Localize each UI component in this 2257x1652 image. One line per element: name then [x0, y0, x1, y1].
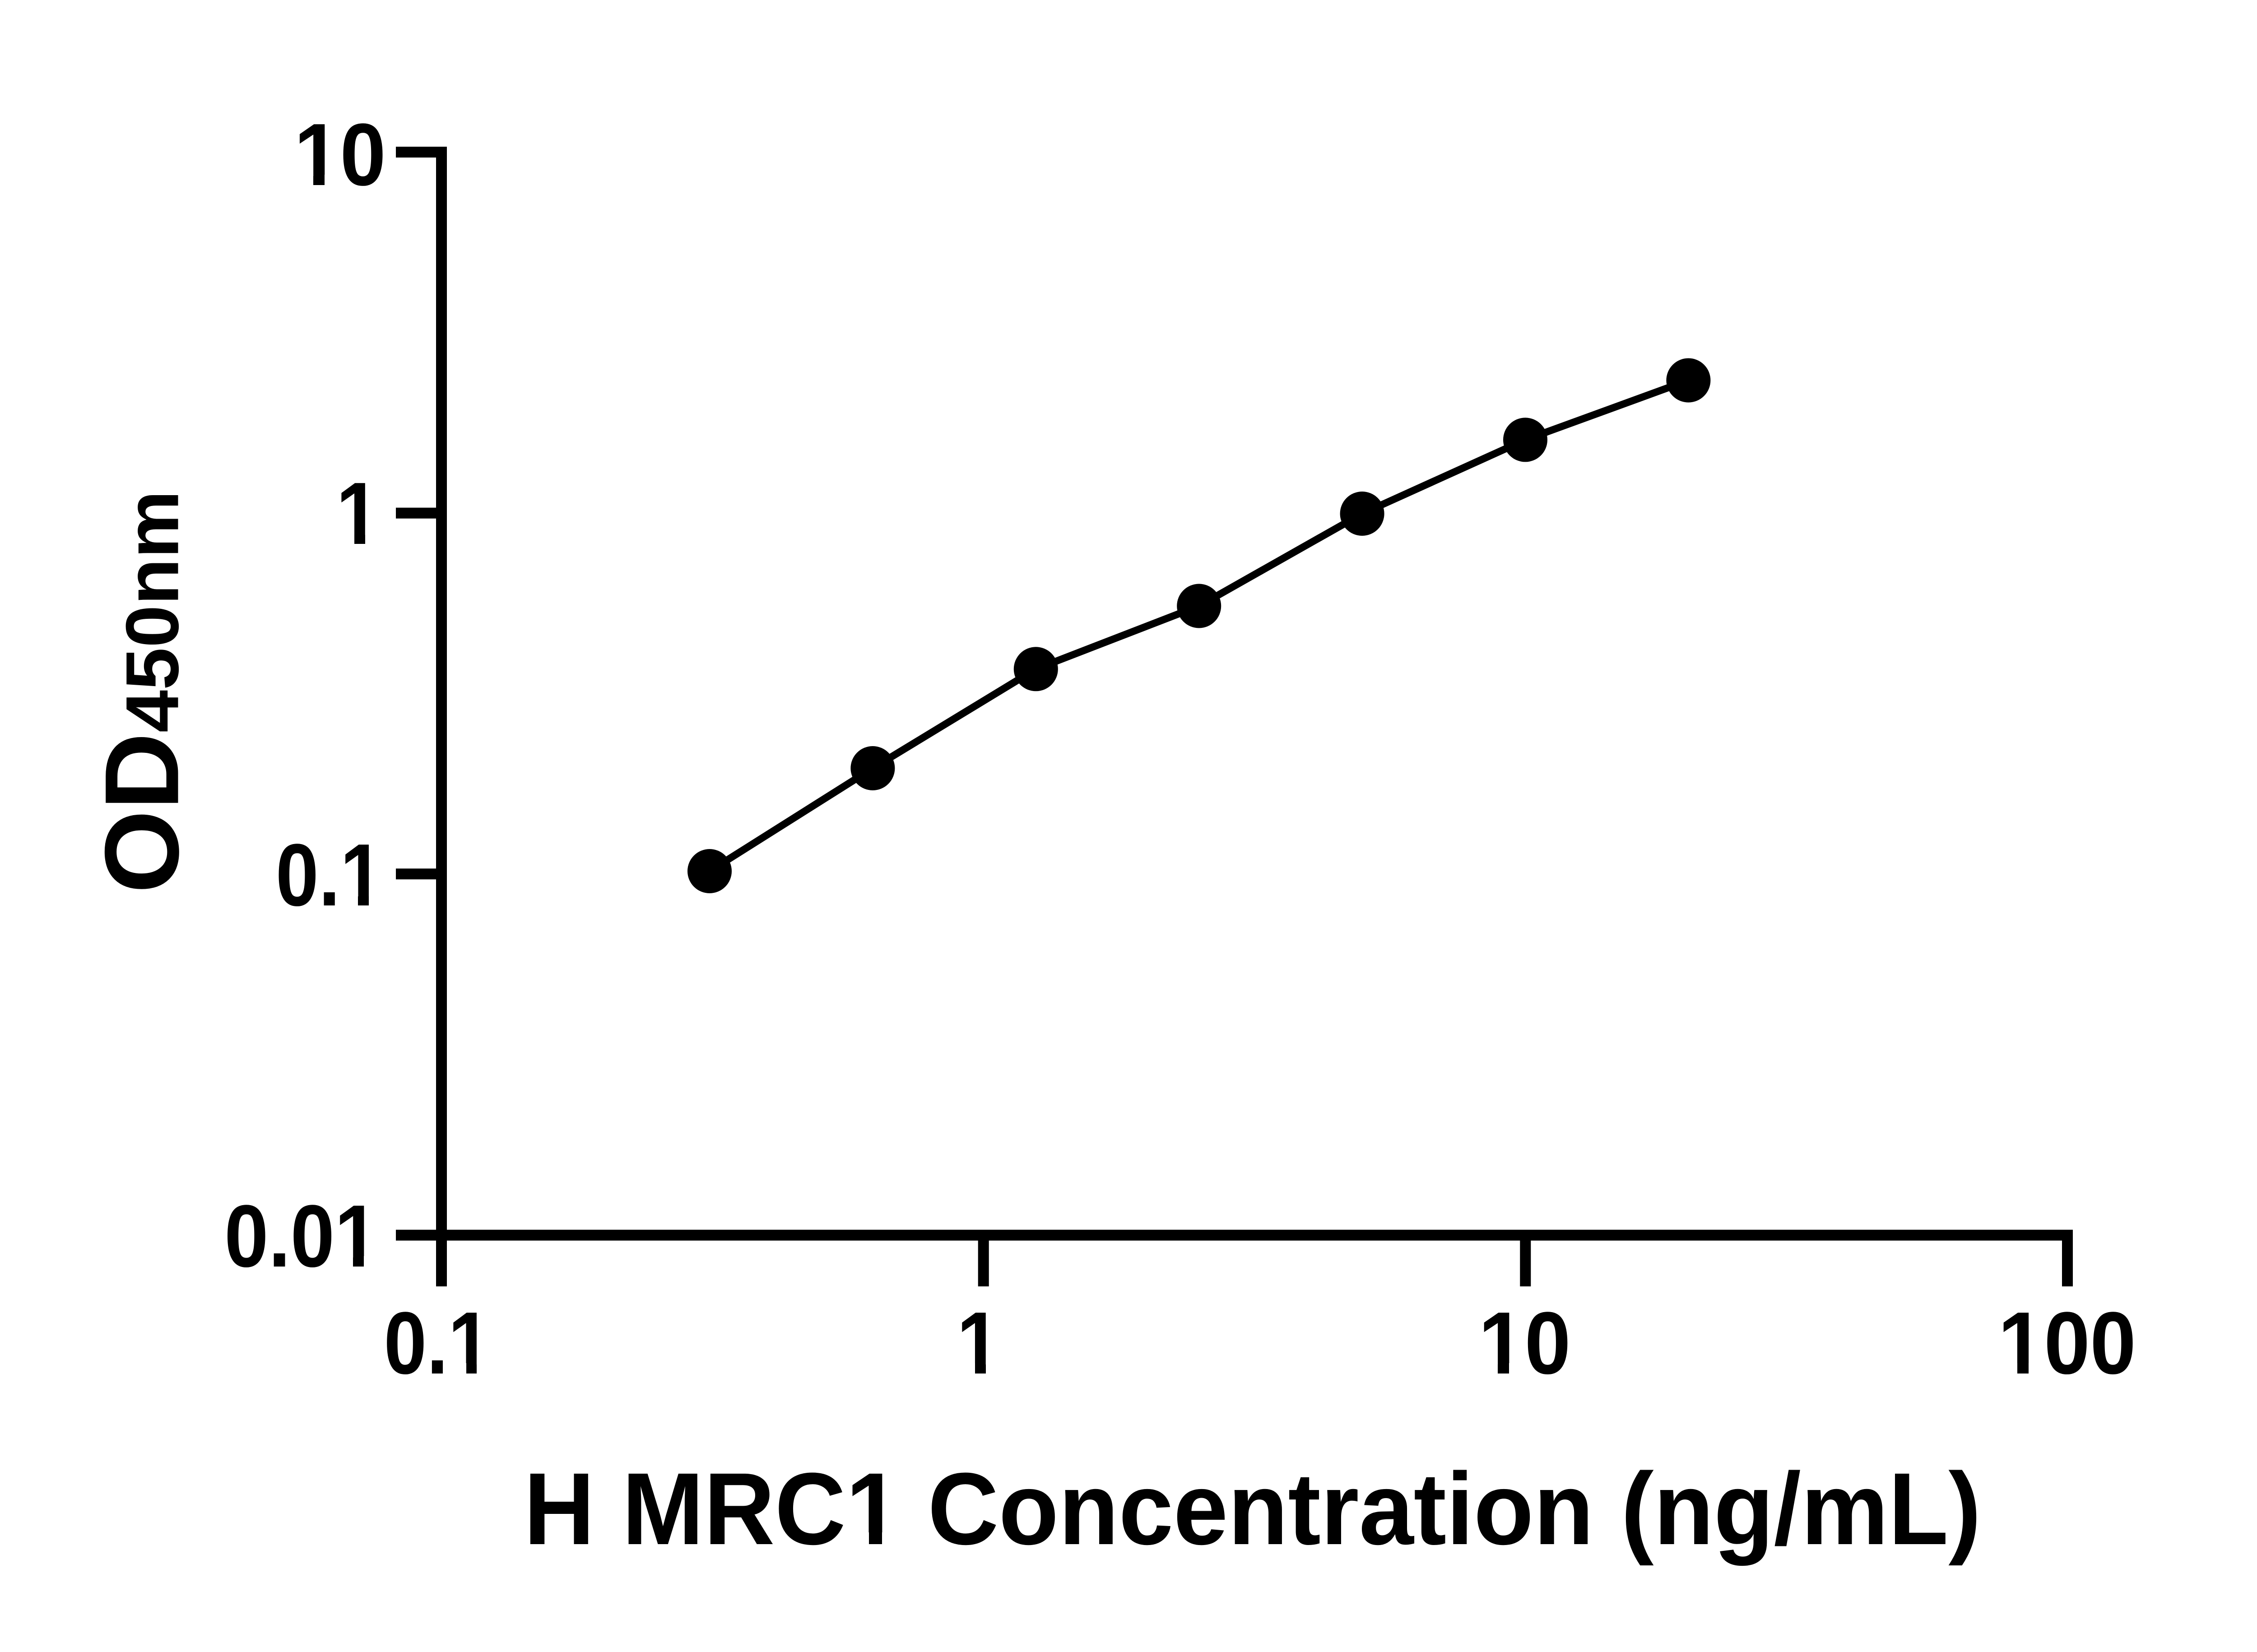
svg-text:1: 1 [336, 464, 380, 563]
svg-text:0.1: 0.1 [276, 826, 383, 924]
svg-text:H MRC1 Concentration (ng/mL): H MRC1 Concentration (ng/mL) [524, 1452, 1981, 1566]
svg-text:100: 100 [1998, 1294, 2136, 1392]
svg-text:10: 10 [1478, 1294, 1571, 1392]
svg-text:10: 10 [294, 105, 386, 204]
svg-text:OD450nm: OD450nm [83, 491, 200, 894]
svg-text:1: 1 [957, 1294, 1000, 1392]
svg-text:0.01: 0.01 [224, 1187, 379, 1285]
svg-text:0.1: 0.1 [384, 1294, 491, 1392]
